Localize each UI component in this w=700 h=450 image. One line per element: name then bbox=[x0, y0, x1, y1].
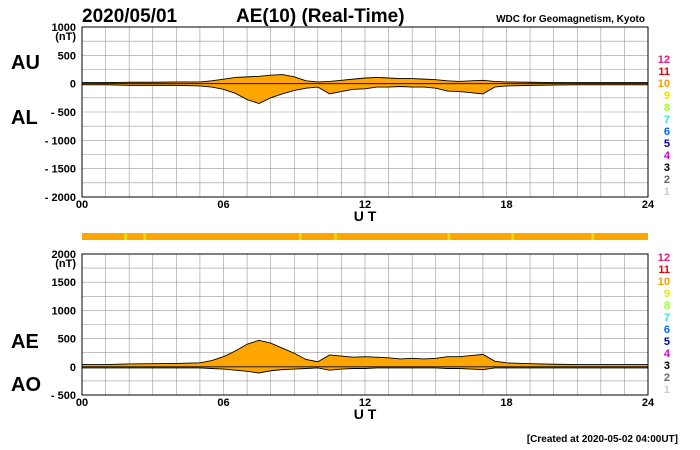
stripe-mark bbox=[143, 233, 146, 240]
legend-item: 8 bbox=[664, 102, 670, 114]
series-line-al bbox=[82, 84, 648, 104]
station-stripe bbox=[82, 233, 648, 240]
area-fill bbox=[82, 74, 648, 104]
x-tick-label: 24 bbox=[642, 199, 655, 211]
legend-item: 10 bbox=[658, 78, 670, 90]
stripe-mark bbox=[591, 233, 594, 240]
index-label-au: AU bbox=[11, 52, 40, 74]
created-label: [Created at 2020-05-02 04:00UT] bbox=[527, 434, 678, 445]
legend-item: 5 bbox=[664, 336, 670, 348]
stripe-mark bbox=[298, 233, 302, 240]
x-tick-label: 18 bbox=[500, 397, 512, 409]
series-line-ae bbox=[82, 339, 648, 365]
legend-item: 1 bbox=[664, 186, 670, 198]
legend-item: 7 bbox=[664, 312, 670, 324]
index-label-ao: AO bbox=[11, 374, 41, 396]
x-tick-label: 00 bbox=[76, 199, 88, 211]
x-tick-label: 06 bbox=[217, 199, 229, 211]
legend-item: 6 bbox=[664, 126, 670, 138]
panel-top: 1000 500 0 - 500 - 1000 - 1500 - 2000 (nT) 00 06 1… bbox=[11, 22, 655, 224]
y-tick-label: - 2000 bbox=[45, 192, 76, 204]
legend-item: 3 bbox=[664, 162, 670, 174]
x-axis-label: U T bbox=[354, 208, 377, 224]
series-line-ao bbox=[82, 367, 648, 374]
legend-item: 4 bbox=[664, 348, 671, 360]
y-tick-label: 1500 bbox=[52, 277, 76, 289]
legend-item: 5 bbox=[664, 138, 670, 150]
stripe-mark bbox=[447, 233, 451, 240]
legend-item: 3 bbox=[664, 360, 670, 372]
chart-title: AE(10) (Real-Time) bbox=[236, 6, 405, 27]
x-tick-label: 12 bbox=[359, 199, 371, 211]
index-label-al: AL bbox=[11, 107, 38, 129]
legend-item: 9 bbox=[664, 90, 670, 102]
y-tick-label: 500 bbox=[58, 50, 76, 62]
unit-label: (nT) bbox=[55, 258, 76, 270]
legend-item: 10 bbox=[658, 276, 670, 288]
panel-bottom: 2000 1500 1000 500 0 - 500 (nT) 00 06 12 18 24 U T AE… bbox=[11, 249, 655, 422]
legend-item: 1 bbox=[664, 384, 670, 396]
y-tick-label: 500 bbox=[58, 334, 76, 346]
y-tick-label: - 500 bbox=[51, 107, 76, 119]
y-tick-label: 2000 bbox=[52, 249, 76, 261]
legend-item: 12 bbox=[658, 252, 670, 264]
y-tick-label: - 500 bbox=[51, 390, 76, 402]
legend-item: 11 bbox=[658, 66, 670, 78]
legend-item: 9 bbox=[664, 288, 670, 300]
legend-item: 2 bbox=[664, 372, 670, 384]
x-tick-label: 24 bbox=[642, 397, 655, 409]
x-tick-label: 00 bbox=[76, 397, 88, 409]
source-label: WDC for Geomagnetism, Kyoto bbox=[496, 14, 645, 25]
unit-label: (nT) bbox=[55, 31, 76, 43]
legend-item: 12 bbox=[658, 54, 670, 66]
y-tick-label: 1000 bbox=[52, 305, 76, 317]
x-tick-label: 06 bbox=[217, 397, 229, 409]
stripe-bar bbox=[82, 233, 648, 240]
x-tick-label: 12 bbox=[359, 397, 371, 409]
stripe-mark bbox=[334, 233, 337, 240]
legend-item: 2 bbox=[664, 174, 670, 186]
x-axis-label: U T bbox=[354, 406, 377, 422]
y-tick-label: - 1500 bbox=[45, 164, 76, 176]
legend-item: 7 bbox=[664, 114, 670, 126]
legend-item: 4 bbox=[664, 150, 671, 162]
y-tick-label: 1000 bbox=[52, 22, 76, 34]
y-tick-label: 0 bbox=[70, 362, 76, 374]
plot-frame bbox=[81, 26, 649, 198]
date-label: 2020/05/01 bbox=[82, 6, 178, 27]
index-label-ae: AE bbox=[11, 331, 39, 353]
y-tick-label: - 1000 bbox=[45, 135, 76, 147]
legend-item: 11 bbox=[658, 264, 670, 276]
legend-item: 8 bbox=[664, 300, 670, 312]
legend-item: 6 bbox=[664, 324, 670, 336]
y-tick-label: 0 bbox=[70, 79, 76, 91]
series-line-au bbox=[82, 74, 648, 83]
stripe-mark bbox=[124, 233, 127, 240]
stripe-mark bbox=[511, 233, 514, 240]
plot-frame bbox=[81, 253, 649, 396]
x-tick-label: 18 bbox=[500, 199, 512, 211]
